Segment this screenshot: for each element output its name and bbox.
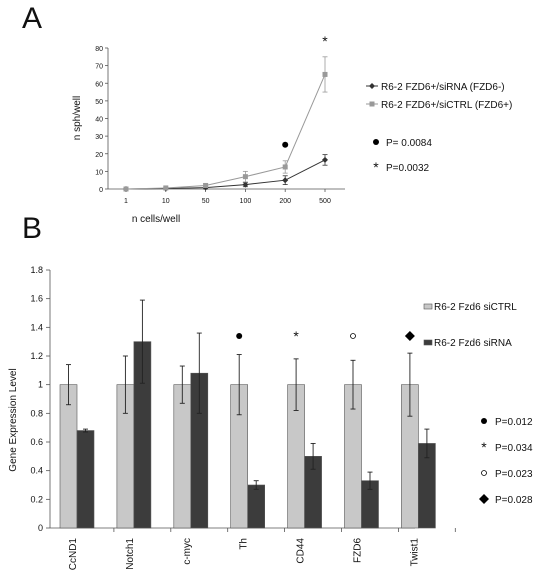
axis-a-xtick-label: 100 (240, 198, 252, 205)
series-b-sig-mark (404, 331, 415, 341)
series-b-sig-mark (350, 333, 356, 339)
axis-a-ytick-label: 80 (95, 46, 103, 53)
series-b-bar (59, 384, 78, 529)
axis-b-ylabel: Gene Expression Level (8, 368, 19, 471)
axis-b-ytick-label: 1.2 (30, 351, 43, 361)
legend-b-label: R6-2 Fzd6 siCTRL (434, 302, 517, 313)
axis-a-ytick-label: 40 (95, 117, 103, 124)
series-a-sig-mark: * (322, 33, 328, 49)
axis-b-ytick-label: 1 (38, 380, 43, 390)
panel-label-b: B (22, 212, 43, 245)
legend-b-p-text: P=0.023 (495, 469, 533, 480)
legend-b-swatch (423, 339, 433, 346)
series-a-point (123, 186, 129, 192)
axis-b-ytick-label: 0.6 (30, 437, 43, 447)
legend-b-p-text: P=0.028 (495, 495, 533, 506)
axis-a-ytick-label: 10 (95, 169, 103, 176)
panel-label-a: A (22, 2, 43, 35)
legend-b-swatch (423, 303, 433, 310)
legend-a-label: R6-2 FZD6+/siCTRL (FZD6+) (381, 100, 512, 111)
legend-b-p-symbol (481, 470, 487, 476)
axis-b-ytick-label: 1.4 (30, 322, 43, 332)
axis-a-ytick-label: 30 (95, 134, 103, 141)
series-a-point (282, 164, 288, 170)
axis-a-xlabel: n cells/well (132, 214, 180, 225)
legend-a-p-symbol: * (373, 159, 379, 175)
axis-b-xtick-label: Notch1 (125, 538, 136, 570)
legend-a-p-text: P= 0.0084 (386, 138, 432, 149)
axis-a-ytick-label: 50 (95, 99, 103, 106)
axis-a-xtick-label: 10 (162, 198, 170, 205)
axis-b-ytick-label: 0.8 (30, 408, 43, 418)
axis-a-xtick-label: 50 (202, 198, 210, 205)
series-b-sig-mark (236, 333, 243, 339)
axis-a-ylabel: n sph/well (72, 96, 83, 140)
axis-a-ytick-label: 0 (99, 187, 103, 194)
axis-b-ytick-label: 1.6 (30, 294, 43, 304)
axis-b-xtick-label: Twist1 (409, 538, 420, 567)
axis-a-ytick-label: 20 (95, 152, 103, 159)
axis-a-xtick-label: 200 (279, 198, 291, 205)
axis-a-xtick-label: 1 (124, 198, 128, 205)
series-b-bar (76, 430, 95, 529)
legend-a-p-text: P=0.0032 (386, 163, 430, 174)
series-b-bar (173, 384, 192, 529)
axis-b-xtick-label: CcND1 (68, 538, 79, 571)
axis-b-xtick-label: FZD6 (353, 538, 364, 563)
legend-b-p-symbol (479, 494, 489, 504)
axis-b-xtick-label: Th (239, 538, 250, 550)
series-a-sig-mark (282, 141, 289, 148)
legend-b-p-text: P=0.012 (495, 417, 533, 428)
axis-b-xtick-label: c-myc (182, 538, 193, 565)
series-a-point (163, 185, 169, 191)
series-b-bar (247, 484, 265, 529)
series-a-line (125, 159, 326, 190)
series-a-point (322, 156, 328, 163)
legend-a-marker (369, 83, 375, 89)
series-a-line (125, 74, 326, 190)
series-a-point (322, 71, 328, 77)
axis-b-xtick-label: CD44 (296, 538, 307, 564)
axis-a-ytick-label: 60 (95, 81, 103, 88)
axis-a-ytick-label: 70 (95, 64, 103, 71)
axis-b-ytick-label: 0 (38, 523, 43, 533)
axis-b-ytick-label: 0.4 (30, 466, 43, 476)
legend-a-label: R6-2 FZD6+/siRNA (FZD6-) (381, 82, 505, 93)
axis-b-ytick-label: 1.8 (30, 265, 43, 275)
legend-b-p-symbol (481, 418, 487, 424)
series-a-point (242, 181, 249, 188)
series-b-sig-mark: * (293, 328, 299, 344)
legend-a-marker (369, 101, 375, 107)
legend-a-p-symbol (373, 139, 379, 145)
legend-b-p-text: P=0.034 (495, 443, 533, 454)
legend-b-label: R6-2 Fzd6 siRNA (434, 338, 512, 349)
series-a-point (242, 174, 248, 180)
axis-a-xtick-label: 500 (319, 198, 331, 205)
legend-b-p-symbol: * (481, 439, 487, 455)
series-a-point (282, 177, 289, 184)
axis-b-ytick-label: 0.2 (30, 494, 43, 504)
series-a-point (203, 182, 209, 188)
